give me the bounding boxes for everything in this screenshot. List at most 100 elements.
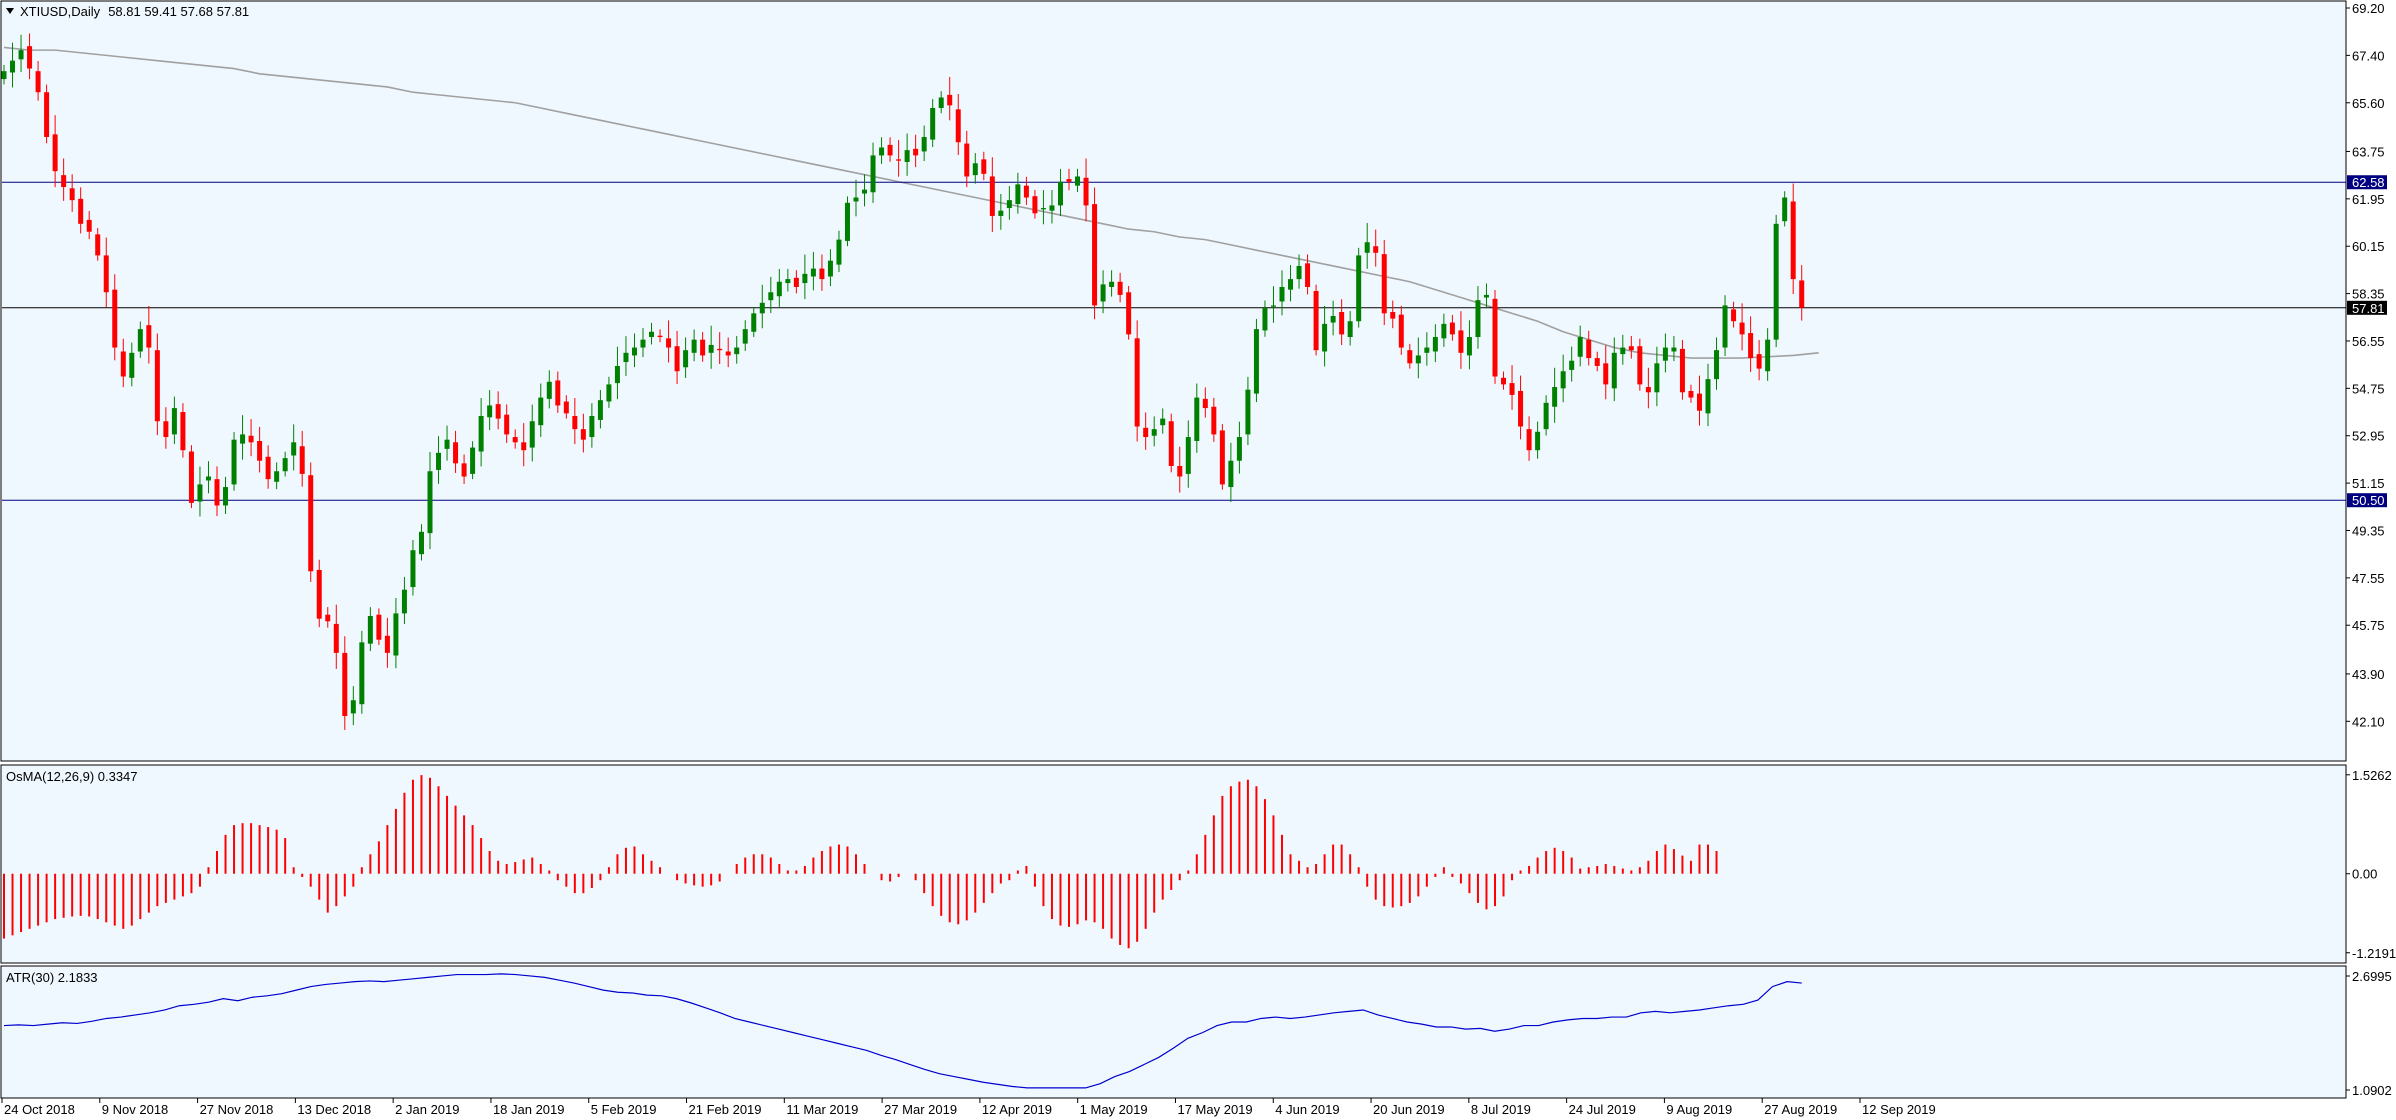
bull-candle xyxy=(1322,323,1328,352)
bear-candle xyxy=(964,143,970,177)
osma-histogram xyxy=(3,775,1718,949)
bull-candle xyxy=(291,442,297,456)
bear-candle xyxy=(989,176,995,216)
bull-candle xyxy=(768,292,774,301)
bull-candle xyxy=(478,415,484,452)
time-tick-label: 27 Aug 2019 xyxy=(1764,1102,1837,1117)
price-tick-label: 61.95 xyxy=(2352,192,2385,207)
bull-candle xyxy=(1671,347,1677,352)
bull-candle xyxy=(930,108,936,140)
bull-candle xyxy=(827,260,833,277)
bull-candle xyxy=(998,210,1004,216)
bear-candle xyxy=(35,71,41,93)
bull-candle xyxy=(1288,279,1294,290)
atr-tick-label: 2.6995 xyxy=(2352,969,2392,984)
price-axis: 69.20 67.40 65.60 63.75 61.95 60.15 58.35 56.55… xyxy=(2346,1,2385,729)
bull-candle xyxy=(742,329,748,344)
time-tick-label: 18 Jan 2019 xyxy=(493,1102,565,1117)
bear-candle xyxy=(453,442,459,464)
bear-candle xyxy=(316,569,322,619)
bear-candle xyxy=(1407,350,1413,364)
price-tick-label: 60.15 xyxy=(2352,239,2385,254)
bull-candle xyxy=(1560,371,1566,389)
bull-candle xyxy=(836,239,842,265)
time-tick-label: 24 Oct 2018 xyxy=(4,1102,75,1117)
bear-candle xyxy=(521,442,527,451)
bull-candle xyxy=(921,136,927,152)
bear-candle xyxy=(666,338,672,348)
time-tick-label: 12 Sep 2019 xyxy=(1862,1102,1936,1117)
bear-candle xyxy=(342,652,348,717)
bear-candle xyxy=(103,255,109,293)
level-tag-label: 57.81 xyxy=(2352,301,2385,316)
bull-candle xyxy=(904,150,910,162)
time-tick-label: 13 Dec 2018 xyxy=(297,1102,371,1117)
bull-candle xyxy=(1577,337,1583,357)
price-tick-label: 49.35 xyxy=(2352,523,2385,538)
bull-candle xyxy=(776,281,782,297)
bull-candle xyxy=(1654,363,1660,393)
atr-pane: 2.6995 1.0902 ATR(30) 2.1833 xyxy=(0,965,2392,1099)
bear-candle xyxy=(1313,290,1319,351)
bear-candle xyxy=(1117,281,1123,295)
price-tick-label: 56.55 xyxy=(2352,334,2385,349)
level-tag-box xyxy=(2347,493,2387,508)
bear-candle xyxy=(120,351,126,377)
bull-candle xyxy=(938,97,944,109)
bull-candle xyxy=(1569,360,1575,370)
time-tick-label: 20 Jun 2019 xyxy=(1373,1102,1445,1117)
osma-tick-label: -1.2191 xyxy=(2352,946,2396,961)
bear-candle xyxy=(188,451,194,503)
bear-candle xyxy=(1756,354,1762,369)
bull-candle xyxy=(879,147,885,156)
bull-candle xyxy=(1466,337,1472,356)
bull-candle xyxy=(282,458,288,472)
bear-candle xyxy=(1398,314,1404,348)
bull-candle xyxy=(538,397,544,426)
bear-candle xyxy=(248,435,254,443)
bull-candle xyxy=(350,700,356,714)
bull-candle xyxy=(1160,418,1166,426)
bull-candle xyxy=(1015,184,1021,205)
bear-candle xyxy=(52,134,58,172)
bull-candle xyxy=(401,589,407,614)
bear-candle xyxy=(725,351,731,356)
atr-axis: 2.6995 1.0902 xyxy=(2346,969,2392,1098)
bull-candle xyxy=(1620,347,1626,355)
bull-candle xyxy=(734,347,740,355)
osma-tick-label: 1.5262 xyxy=(2352,768,2392,783)
bear-candle xyxy=(1492,298,1498,377)
bull-candle xyxy=(844,202,850,241)
bear-candle xyxy=(1032,196,1038,214)
bear-candle xyxy=(376,614,382,640)
bull-candle xyxy=(1535,431,1541,451)
osma-pane: 1.5262 0.00 -1.2191 OsMA(12,26,9) 0.3347 xyxy=(0,764,2396,964)
bull-candle xyxy=(1049,205,1055,211)
bear-candle xyxy=(1168,421,1174,466)
bull-candle xyxy=(1194,397,1200,441)
bear-candle xyxy=(1526,429,1532,451)
bull-candle xyxy=(1611,352,1617,389)
bull-candle xyxy=(1432,337,1438,352)
bear-candle xyxy=(69,188,75,201)
bull-candle xyxy=(470,447,476,474)
bear-candle xyxy=(1586,339,1592,359)
bull-candle xyxy=(1773,223,1779,340)
bull-candle xyxy=(529,421,535,448)
bull-candle xyxy=(1441,323,1447,339)
bear-candle xyxy=(1092,204,1098,306)
collapse-triangle-icon[interactable] xyxy=(6,8,14,14)
price-tick-label: 51.15 xyxy=(2352,476,2385,491)
price-tick-label: 43.90 xyxy=(2352,667,2385,682)
bull-candle xyxy=(1151,429,1157,436)
bear-candle xyxy=(1628,346,1634,351)
bear-candle xyxy=(214,479,220,506)
bear-candle xyxy=(112,289,118,348)
bear-candle xyxy=(1739,322,1745,335)
bear-candle xyxy=(512,437,518,443)
time-tick-label: 2 Jan 2019 xyxy=(395,1102,459,1117)
bull-candle xyxy=(1236,437,1242,461)
time-axis: 24 Oct 2018 9 Nov 2018 27 Nov 2018 13 Dec 2… xyxy=(1,1098,1936,1117)
osma-axis: 1.5262 0.00 -1.2191 xyxy=(2346,768,2396,961)
bear-candle xyxy=(1645,387,1651,393)
